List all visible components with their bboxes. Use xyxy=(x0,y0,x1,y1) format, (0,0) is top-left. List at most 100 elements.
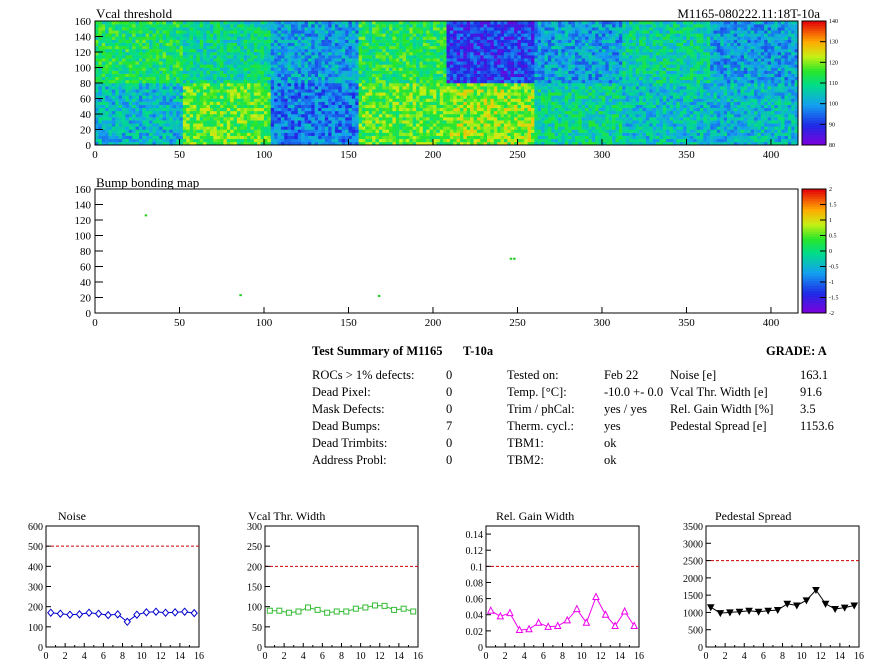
heatmap-cell xyxy=(473,110,478,115)
heatmap-cell xyxy=(449,138,454,143)
heatmap-cell xyxy=(220,98,224,102)
heatmap-cell xyxy=(226,141,231,146)
heatmap-cell xyxy=(351,117,356,121)
heatmap-cell xyxy=(297,114,302,118)
heatmap-cell xyxy=(612,132,616,136)
heatmap-cell xyxy=(642,141,647,146)
heatmap-cell xyxy=(642,126,647,130)
heatmap-cell xyxy=(280,138,285,143)
heatmap-cell xyxy=(186,138,190,143)
heatmap-cell xyxy=(689,86,694,90)
heatmap-cell xyxy=(446,126,451,130)
heatmap-cell xyxy=(666,123,670,127)
heatmap-cell xyxy=(679,73,684,78)
heatmap-cell xyxy=(564,104,569,109)
heatmap-cell xyxy=(253,132,258,136)
heatmap-cell xyxy=(656,120,660,124)
heatmap-cell xyxy=(503,126,508,130)
heatmap-cell xyxy=(446,76,451,81)
heatmap-cell xyxy=(230,114,234,118)
heatmap-cell xyxy=(750,98,755,102)
heatmap-cell xyxy=(612,95,616,99)
heatmap-cell xyxy=(182,123,187,127)
heatmap-cell xyxy=(480,86,484,90)
heatmap-cell xyxy=(277,107,282,112)
heatmap-cell xyxy=(649,123,653,127)
heatmap-cell xyxy=(382,110,386,115)
heatmap-cell xyxy=(260,126,265,130)
heatmap-cell xyxy=(686,95,691,99)
heatmap-cell xyxy=(176,101,180,105)
heatmap-cell xyxy=(338,110,342,115)
heatmap-cell xyxy=(291,101,295,105)
heatmap-cell xyxy=(209,110,214,115)
heatmap-cell xyxy=(645,141,650,146)
heatmap-cell xyxy=(223,123,228,127)
heatmap-cell xyxy=(294,89,299,93)
heatmap-cell xyxy=(666,104,670,109)
heatmap-cell xyxy=(426,126,430,130)
heatmap-cell xyxy=(723,76,728,81)
heatmap-cell xyxy=(730,73,735,78)
heatmap-cell xyxy=(284,70,288,74)
heatmap-cell xyxy=(152,135,157,140)
heatmap-cell xyxy=(483,129,488,133)
heatmap-cell xyxy=(706,89,711,93)
heatmap-cell xyxy=(618,107,623,112)
heatmap-cell xyxy=(412,117,417,121)
heatmap-cell xyxy=(233,135,238,140)
heatmap-cell xyxy=(463,83,468,87)
heatmap-cell xyxy=(101,110,106,115)
heatmap-cell xyxy=(142,120,146,124)
heatmap-cell xyxy=(642,86,647,90)
heatmap-cell xyxy=(713,92,718,96)
heatmap-cell xyxy=(534,107,539,112)
heatmap-cell xyxy=(581,98,586,102)
heatmap-cell xyxy=(122,132,126,136)
heatmap-cell xyxy=(490,83,495,87)
heatmap-cell xyxy=(145,120,150,124)
heatmap-cell xyxy=(365,101,370,105)
heatmap-cell xyxy=(338,132,342,136)
heatmap-cell xyxy=(693,95,697,99)
heatmap-cell xyxy=(737,132,741,136)
heatmap-cell xyxy=(524,98,528,102)
heatmap-cell xyxy=(128,89,133,93)
heatmap-cell xyxy=(111,70,116,74)
heatmap-cell xyxy=(257,107,261,112)
heatmap-cell xyxy=(713,135,718,140)
heatmap-cell xyxy=(544,83,549,87)
heatmap-cell xyxy=(405,101,410,105)
heatmap-cell xyxy=(301,123,305,127)
heatmap-cell xyxy=(405,132,410,136)
heatmap-cell xyxy=(710,110,714,115)
heatmap-cell xyxy=(503,141,508,146)
heatmap-cell xyxy=(686,101,691,105)
heatmap-cell xyxy=(605,129,609,133)
heatmap-cell xyxy=(503,89,508,93)
heatmap-cell xyxy=(105,101,109,105)
heatmap-cell xyxy=(307,76,312,81)
heatmap-cell xyxy=(460,98,464,102)
heatmap-cell xyxy=(750,95,755,99)
heatmap-cell xyxy=(125,138,130,143)
heatmap-cell xyxy=(270,73,275,78)
heatmap-cell xyxy=(666,83,670,87)
heatmap-cell xyxy=(662,104,667,109)
heatmap-cell xyxy=(145,86,150,90)
heatmap-cell xyxy=(629,138,633,143)
heatmap-cell xyxy=(368,73,373,78)
heatmap-cell xyxy=(253,107,258,112)
heatmap-cell xyxy=(385,98,390,102)
heatmap-cell xyxy=(581,123,586,127)
heatmap-cell xyxy=(497,83,501,87)
heatmap-cell xyxy=(466,114,471,118)
heatmap-cell xyxy=(176,107,180,112)
heatmap-cell xyxy=(111,92,116,96)
heatmap-cell xyxy=(581,70,586,74)
heatmap-cell xyxy=(378,135,383,140)
heatmap-cell xyxy=(213,138,217,143)
heatmap-cell xyxy=(138,89,143,93)
heatmap-cell xyxy=(770,135,775,140)
heatmap-cell xyxy=(287,89,292,93)
